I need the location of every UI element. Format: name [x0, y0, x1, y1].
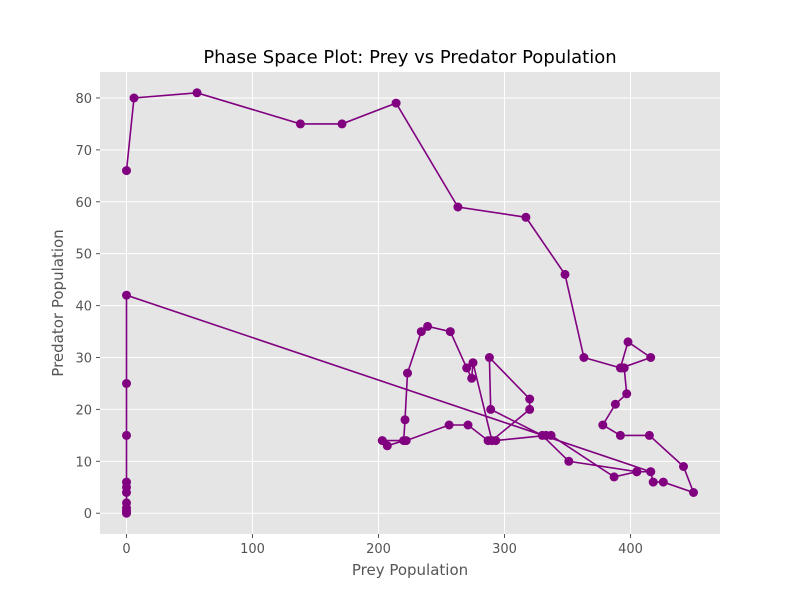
chart-title: Phase Space Plot: Prey vs Predator Popul…: [203, 47, 616, 68]
data-point: [598, 420, 608, 430]
data-point: [122, 508, 131, 518]
y-tick-label: 40: [75, 300, 92, 315]
data-point: [337, 119, 347, 129]
data-point: [619, 363, 629, 373]
plot-area: [100, 72, 720, 534]
x-tick-label: 400: [618, 542, 643, 557]
data-point: [416, 327, 426, 337]
data-point: [525, 404, 535, 414]
data-point: [295, 119, 305, 129]
y-tick-label: 30: [75, 352, 92, 367]
data-point: [122, 166, 131, 176]
x-tick-label: 0: [122, 542, 130, 557]
data-point: [467, 373, 477, 383]
data-point: [521, 212, 531, 222]
data-point: [525, 394, 535, 404]
data-point: [623, 337, 633, 347]
data-point: [403, 368, 412, 378]
data-point: [486, 404, 496, 414]
y-tick-label: 50: [75, 248, 92, 263]
data-point: [122, 379, 131, 388]
data-point: [444, 420, 454, 430]
data-point: [377, 436, 387, 446]
x-tick-label: 200: [366, 542, 391, 557]
data-point: [658, 477, 668, 487]
data-point: [610, 399, 620, 409]
data-point: [564, 456, 574, 466]
grid-lines: [100, 72, 720, 534]
data-point: [646, 467, 656, 477]
data-point: [129, 93, 139, 103]
data-point: [453, 202, 463, 212]
y-tick-label: 60: [75, 196, 92, 211]
data-point: [689, 488, 698, 497]
data-point: [192, 88, 202, 98]
data-point: [646, 353, 656, 362]
data-point: [483, 436, 493, 446]
data-point: [644, 430, 654, 440]
data-point: [648, 477, 658, 487]
data-point: [615, 430, 625, 440]
data-point: [122, 290, 131, 300]
data-point: [632, 467, 642, 477]
data-point: [122, 488, 131, 497]
data-point: [391, 98, 401, 108]
y-tick-label: 0: [84, 507, 92, 522]
data-point: [484, 353, 494, 362]
data-point: [400, 415, 410, 425]
data-point: [546, 430, 556, 440]
data-point: [491, 436, 501, 446]
data-point: [579, 353, 589, 362]
data-point: [463, 420, 473, 430]
tick-labels: 0 100 200 300 400 0 10 20 30 40 50 60 70 80: [75, 92, 642, 557]
data-point: [622, 389, 632, 399]
x-axis-label: Prey Population: [352, 561, 468, 579]
data-point: [423, 321, 433, 331]
y-tick-label: 70: [75, 144, 92, 159]
y-tick-label: 10: [75, 455, 92, 470]
data-point: [560, 269, 570, 279]
x-tick-label: 300: [492, 542, 517, 557]
data-point: [445, 327, 455, 337]
series-markers: [122, 88, 698, 518]
x-tick-label: 100: [240, 542, 265, 557]
y-tick-label: 20: [75, 403, 92, 418]
data-point: [679, 462, 688, 471]
data-point: [468, 358, 478, 368]
data-point: [462, 363, 472, 373]
y-tick-label: 80: [75, 92, 92, 107]
data-point: [122, 430, 131, 440]
data-point: [401, 436, 411, 446]
data-point: [609, 472, 619, 482]
y-axis-label: Predator Population: [49, 229, 67, 376]
